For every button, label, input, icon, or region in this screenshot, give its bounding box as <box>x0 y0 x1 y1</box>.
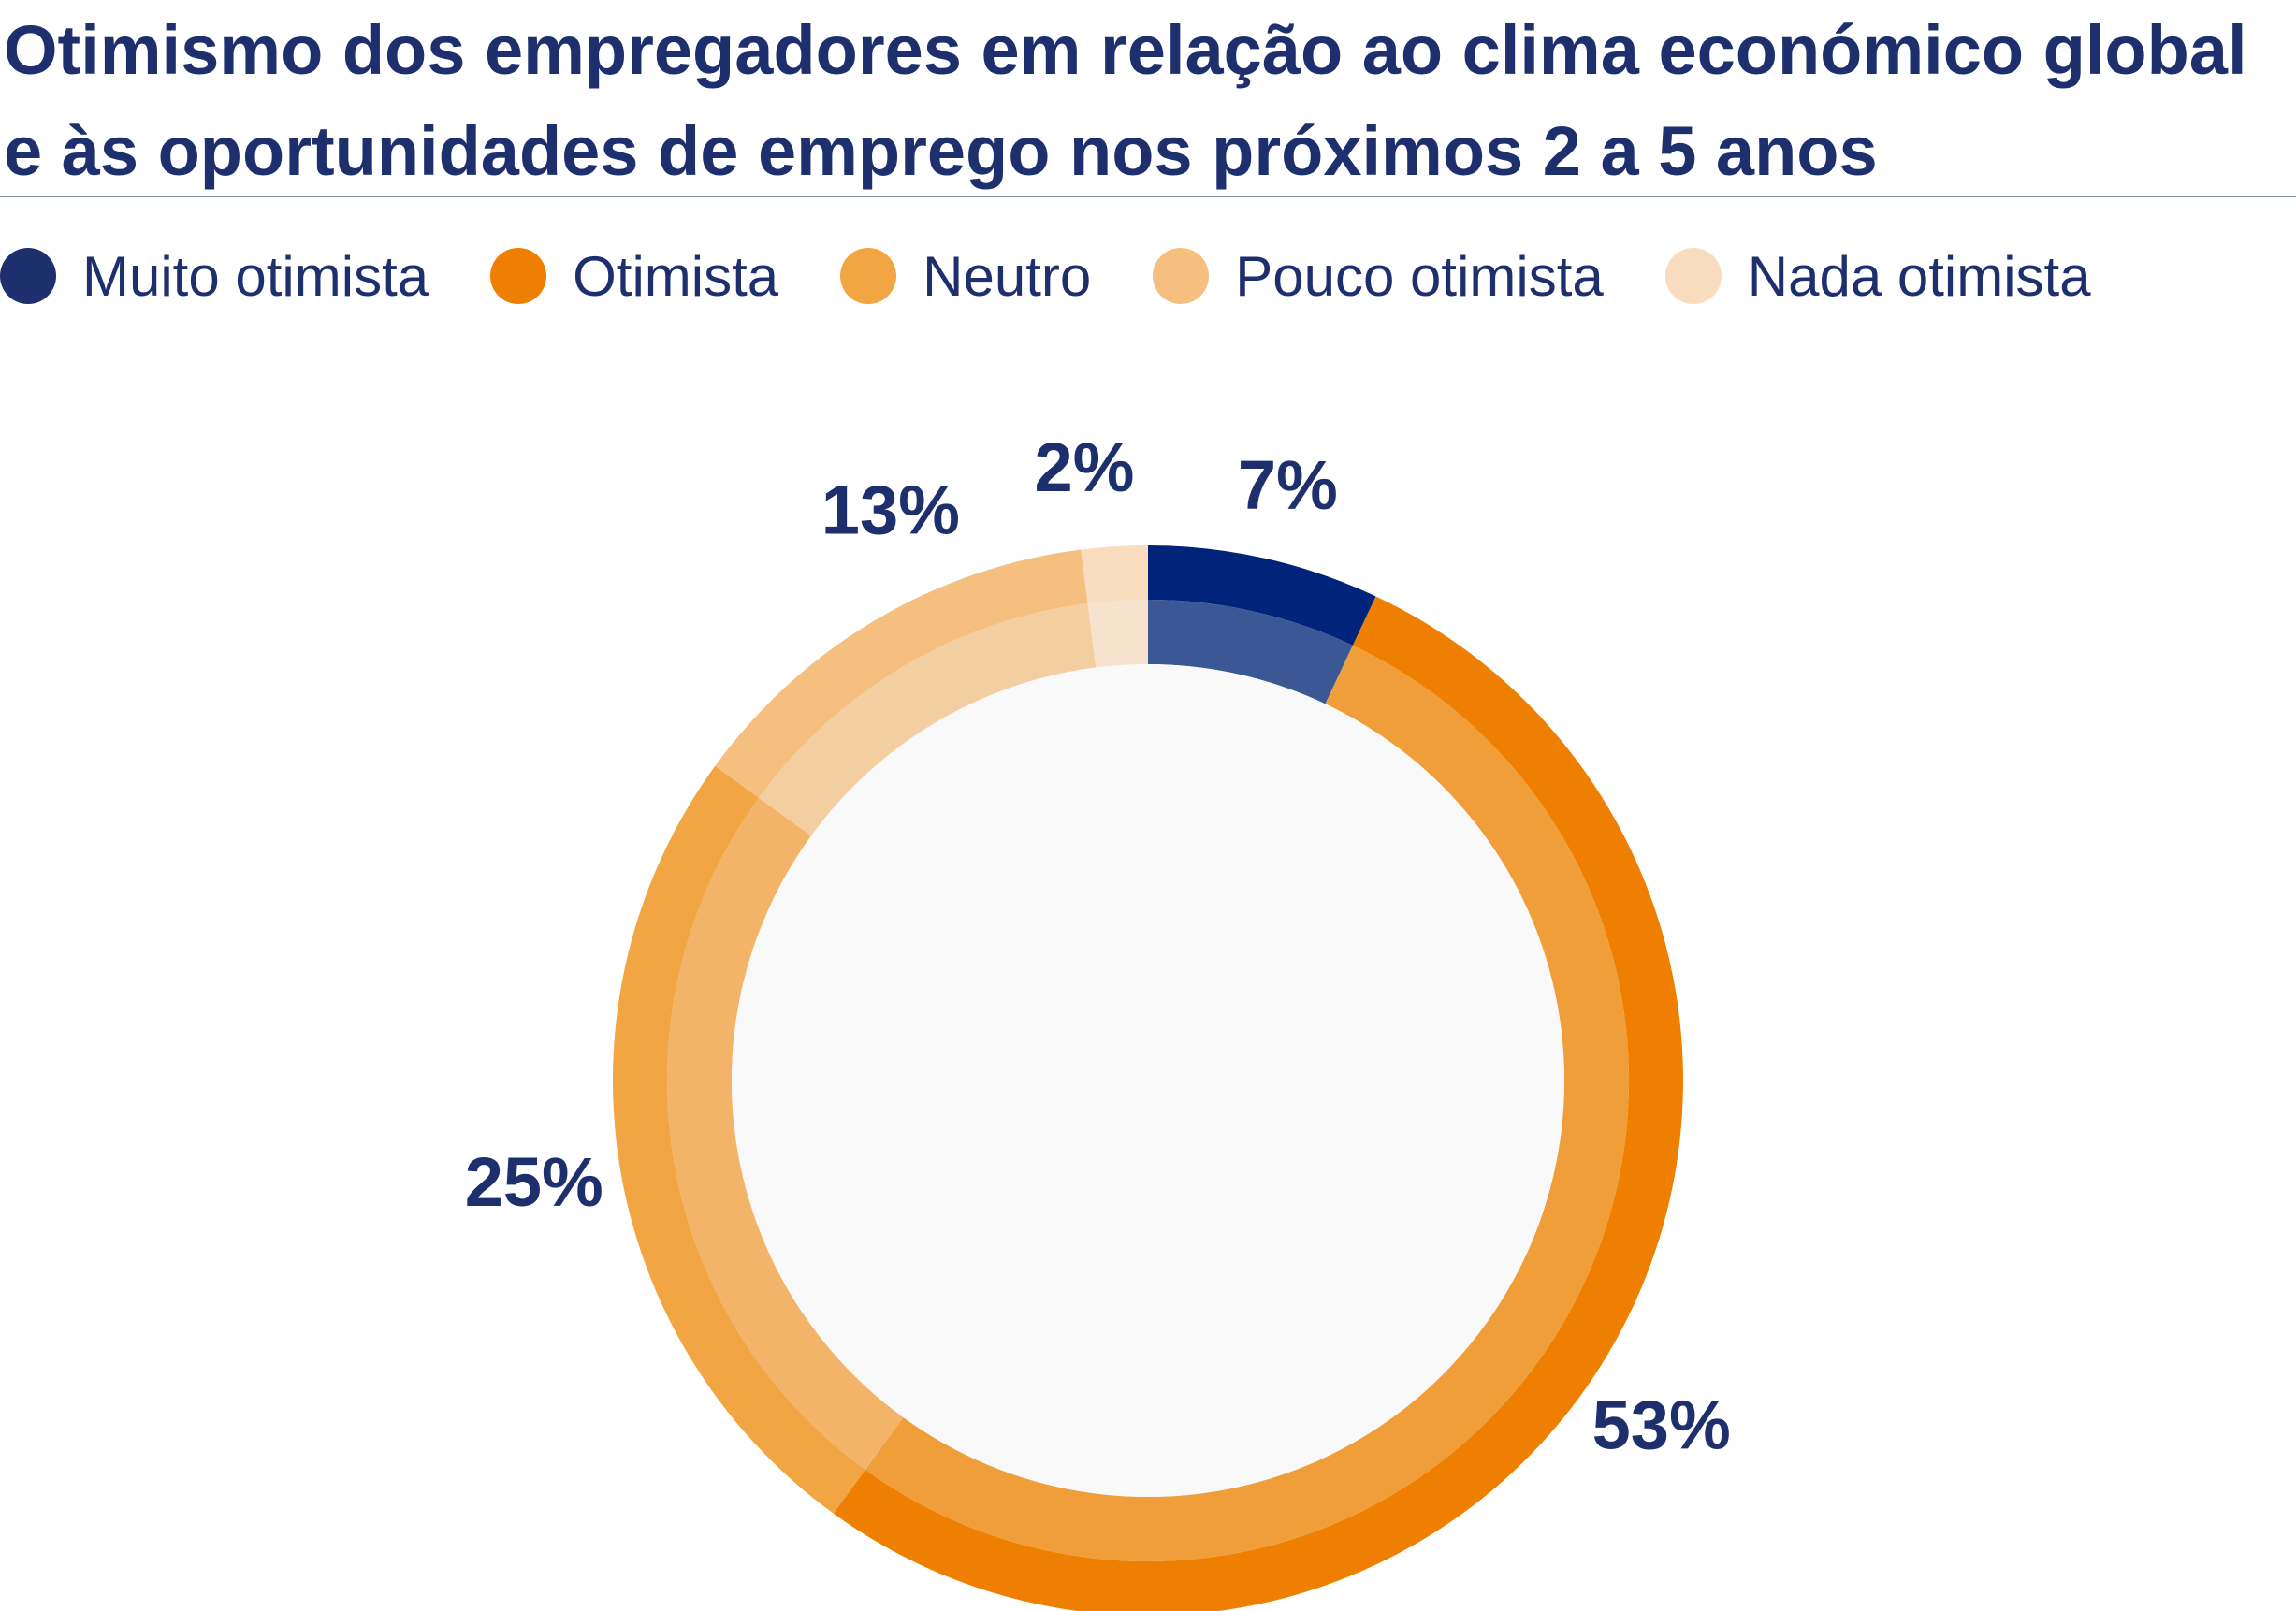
legend-label: Muito otimista <box>82 244 429 308</box>
slice-inner-neutro <box>666 797 904 1470</box>
chart-title: Otimismo dos empregadores em relação ao … <box>4 11 2247 190</box>
legend-item-otimista: Otimista <box>490 244 778 309</box>
legend-swatch <box>0 248 56 304</box>
legend-swatch <box>1664 248 1722 304</box>
slice-outer-otimista <box>833 596 1683 1611</box>
title-divider <box>0 196 2296 197</box>
chart-legend: Muito otimista Otimista Neutro Pouco oti… <box>0 234 2153 318</box>
slice-outer-muito-otimista <box>1148 545 1376 646</box>
slice-outer-nada-otimista <box>1081 545 1148 604</box>
legend-item-pouco-otimista: Pouco otimista <box>1153 244 1604 309</box>
value-label-pouco-otimista: 13% <box>821 472 960 549</box>
slice-inner-otimista <box>865 645 1629 1561</box>
legend-swatch <box>840 248 897 304</box>
legend-swatch <box>1153 248 1210 304</box>
legend-label: Nada otimista <box>1747 244 2091 308</box>
legend-item-neutro: Neutro <box>840 244 1091 309</box>
slice-inner-pouco-otimista <box>759 603 1097 836</box>
slice-outer-neutro <box>613 765 865 1514</box>
value-label-otimista: 53% <box>1592 1386 1731 1463</box>
legend-item-muito-otimista: Muito otimista <box>0 244 429 309</box>
donut-center <box>732 664 1564 1497</box>
legend-item-nada-otimista: Nada otimista <box>1664 244 2091 309</box>
value-label-muito-otimista: 7% <box>1238 446 1338 524</box>
slice-inner-nada-otimista <box>1087 600 1148 668</box>
value-label-nada-otimista: 2% <box>1035 428 1135 506</box>
legend-swatch <box>490 248 547 304</box>
value-label-neutro: 25% <box>465 1143 603 1221</box>
slice-inner-muito-otimista <box>1148 600 1353 704</box>
slice-outer-pouco-otimista <box>715 549 1088 798</box>
legend-label: Neutro <box>923 244 1092 308</box>
legend-label: Otimista <box>573 244 779 308</box>
legend-label: Pouco otimista <box>1235 244 1604 308</box>
